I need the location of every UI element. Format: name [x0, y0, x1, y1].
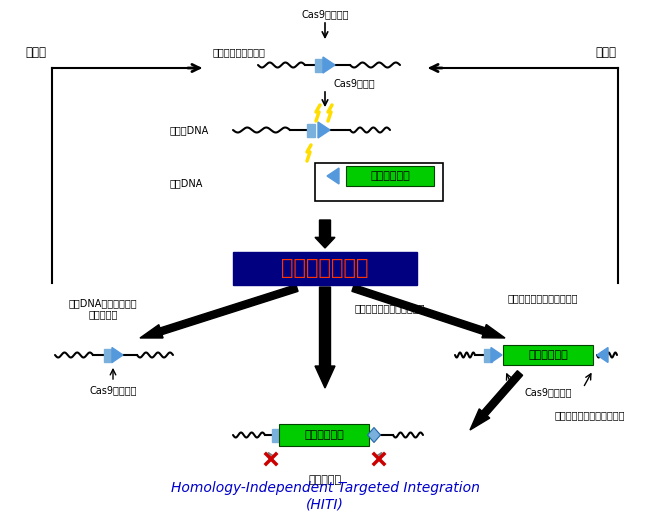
Bar [279, 424, 369, 446]
Polygon shape [597, 347, 608, 363]
Polygon shape [327, 168, 339, 184]
Text: 子伝遺の意任: 子伝遺の意任 [528, 350, 568, 360]
Text: 再切断: 再切断 [595, 46, 616, 59]
Text: 逆向きの遺伝子ノックイン: 逆向きの遺伝子ノックイン [508, 293, 578, 303]
Text: （再結合）: （再結合） [88, 309, 118, 319]
Bar [346, 166, 434, 186]
Text: (HITI): (HITI) [306, 497, 344, 511]
Text: 非相同末端結合: 非相同末端結合 [281, 258, 369, 278]
Bar [104, 348, 112, 362]
Text: Cas9切断部位: Cas9切断部位 [301, 9, 349, 19]
Text: 外来DNA: 外来DNA [170, 178, 203, 188]
Bar [315, 163, 443, 201]
Polygon shape [315, 220, 335, 248]
Text: 正向きの遺伝子ノックイン: 正向きの遺伝子ノックイン [555, 410, 625, 420]
Polygon shape [470, 370, 523, 430]
Polygon shape [112, 347, 123, 363]
Text: ゲノム上の標的配列: ゲノム上の標的配列 [213, 47, 266, 57]
Polygon shape [491, 347, 502, 363]
Polygon shape [352, 285, 505, 338]
Text: 任意の遺伝子: 任意の遺伝子 [370, 171, 410, 181]
Bar [307, 124, 315, 136]
Polygon shape [323, 57, 335, 73]
Bar [233, 252, 417, 285]
Text: 外来DNA組み込みなし: 外来DNA組み込みなし [69, 298, 137, 308]
Polygon shape [315, 287, 335, 388]
Text: Cas9を投入: Cas9を投入 [333, 78, 374, 88]
Text: Homology-Independent Targeted Integration: Homology-Independent Targeted Integratio… [170, 481, 480, 495]
Polygon shape [318, 122, 330, 138]
Text: 任意の遺伝子: 任意の遺伝子 [304, 430, 344, 440]
Text: 再切断: 再切断 [25, 46, 46, 59]
Polygon shape [140, 285, 298, 338]
Bar [315, 59, 323, 71]
Bar [272, 429, 280, 442]
Bar [503, 345, 593, 365]
Text: 正向きの遺伝子ノックイン: 正向きの遺伝子ノックイン [355, 303, 426, 313]
Text: 再切断なし: 再切断なし [309, 475, 341, 485]
Text: Cas9切断部位: Cas9切断部位 [525, 387, 572, 397]
Text: Cas9切断部位: Cas9切断部位 [89, 385, 136, 395]
Text: ゲノムDNA: ゲノムDNA [170, 125, 209, 135]
Polygon shape [367, 428, 380, 442]
Bar [484, 348, 492, 362]
